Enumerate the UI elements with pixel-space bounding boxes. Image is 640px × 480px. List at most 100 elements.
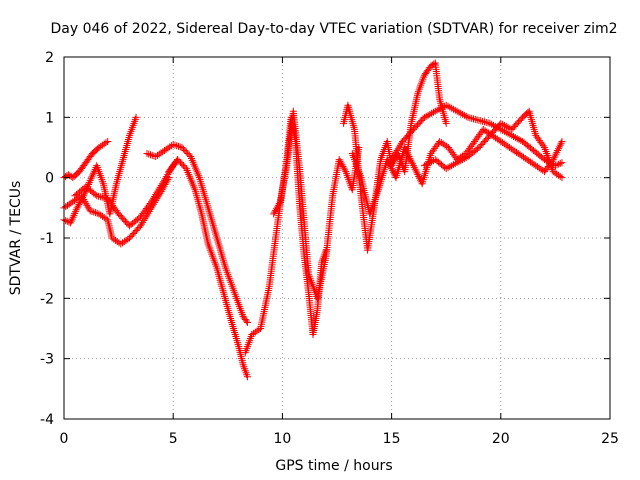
- data-point: [442, 119, 450, 127]
- data-point: [428, 109, 436, 117]
- data-point: [405, 153, 413, 161]
- data-point: [556, 159, 564, 167]
- data-point: [404, 151, 412, 159]
- grid-lines: [64, 57, 610, 419]
- data-point: [556, 172, 564, 180]
- data-point: [502, 128, 510, 136]
- data-point: [153, 189, 161, 197]
- data-point: [499, 120, 507, 128]
- data-point: [100, 194, 108, 202]
- y-tick-label: -1: [40, 231, 54, 247]
- data-point: [444, 164, 452, 172]
- data-point: [136, 222, 144, 230]
- data-point: [146, 151, 154, 159]
- data-point: [91, 190, 99, 198]
- data-point: [386, 161, 394, 169]
- data-point: [104, 137, 112, 145]
- data-point: [444, 102, 452, 110]
- data-point: [402, 147, 410, 155]
- data-point: [558, 174, 566, 182]
- data-point: [152, 191, 160, 199]
- data-point: [554, 145, 562, 153]
- y-tick-label: 0: [45, 171, 54, 187]
- data-point: [446, 163, 454, 171]
- data-point: [154, 187, 162, 195]
- data-point: [394, 145, 402, 153]
- y-tick-label: -2: [40, 291, 54, 307]
- data-point: [175, 157, 183, 165]
- data-point: [420, 113, 428, 121]
- data-point: [460, 111, 468, 119]
- data-point: [449, 105, 457, 113]
- data-point: [96, 193, 104, 201]
- data-point: [448, 162, 456, 170]
- data-point: [95, 192, 103, 200]
- data-point: [539, 142, 547, 150]
- data-point: [455, 108, 463, 116]
- data-point: [410, 163, 418, 171]
- data-point: [555, 160, 563, 168]
- data-point: [500, 121, 508, 129]
- data-point: [395, 143, 403, 151]
- data-point: [428, 158, 436, 166]
- data-point: [479, 117, 487, 125]
- x-tick-label: 15: [383, 431, 401, 447]
- x-tick-label: 25: [601, 431, 619, 447]
- data-point: [140, 217, 148, 225]
- data-point: [174, 156, 182, 164]
- data-point: [407, 156, 415, 164]
- x-tick-label: 0: [60, 431, 69, 447]
- data-point: [162, 174, 170, 182]
- data-point: [556, 141, 564, 149]
- data-point: [437, 104, 445, 112]
- data-point: [510, 132, 518, 140]
- data-point: [416, 174, 424, 182]
- data-point: [150, 152, 158, 160]
- data-point: [477, 117, 485, 125]
- chart-title: Day 046 of 2022, Sidereal Day-to-day VTE…: [51, 21, 618, 37]
- data-point: [275, 200, 283, 208]
- y-tick-label: -3: [40, 352, 54, 368]
- data-point: [88, 207, 96, 215]
- data-point: [459, 156, 467, 164]
- data-point: [393, 147, 401, 155]
- series-8: [270, 107, 363, 302]
- data-point: [415, 172, 423, 180]
- data-point: [515, 135, 523, 143]
- data-point: [426, 159, 434, 167]
- data-point: [392, 148, 400, 156]
- data-point: [460, 155, 468, 163]
- data-point: [513, 134, 521, 142]
- y-tick-label: -4: [40, 412, 54, 428]
- data-point: [558, 159, 566, 167]
- data-point: [473, 116, 481, 124]
- data-point: [408, 158, 416, 166]
- data-point: [439, 103, 447, 111]
- x-tick-label: 20: [492, 431, 510, 447]
- data-point: [442, 101, 450, 109]
- data-point: [409, 160, 417, 168]
- data-point: [148, 196, 156, 204]
- data-point: [389, 154, 397, 162]
- data-point: [442, 165, 450, 173]
- data-point: [466, 114, 474, 122]
- data-point: [242, 317, 250, 325]
- data-point: [155, 185, 163, 193]
- series-6: [165, 156, 251, 381]
- data-point: [411, 165, 419, 173]
- data-point: [553, 161, 561, 169]
- data-point: [511, 133, 519, 141]
- data-point: [555, 143, 563, 151]
- data-point: [169, 140, 177, 148]
- data-point: [389, 168, 397, 176]
- data-point: [470, 115, 477, 123]
- data-point: [500, 127, 508, 135]
- data-point: [552, 150, 560, 158]
- data-point: [486, 119, 494, 127]
- data-point: [478, 127, 486, 135]
- data-point: [429, 108, 437, 116]
- data-point: [480, 118, 488, 126]
- data-point: [138, 220, 146, 228]
- data-point: [156, 183, 164, 191]
- data-point: [86, 207, 94, 215]
